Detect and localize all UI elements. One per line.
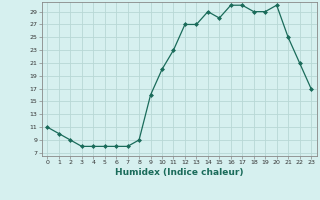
X-axis label: Humidex (Indice chaleur): Humidex (Indice chaleur) bbox=[115, 168, 244, 177]
